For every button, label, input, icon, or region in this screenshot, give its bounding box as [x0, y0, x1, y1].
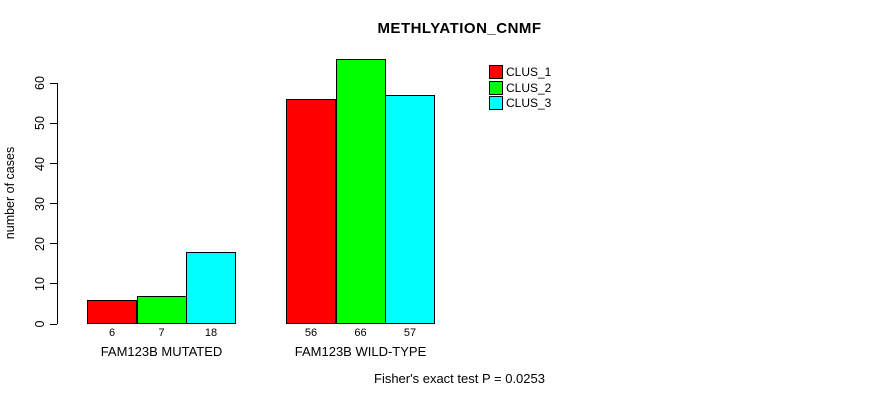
- bar-clus_3-group1: [186, 251, 236, 324]
- stat-annotation: Fisher's exact test P = 0.0253: [374, 371, 545, 386]
- y-tick-mark: [50, 323, 57, 325]
- bar-value-label: 66: [354, 327, 367, 339]
- legend-swatch-icon: [489, 65, 503, 79]
- legend-label: CLUS_2: [506, 80, 552, 95]
- y-tick-label: 10: [33, 276, 47, 291]
- group-label-2: FAM123B WILD-TYPE: [294, 344, 427, 359]
- y-axis-line: [57, 83, 58, 324]
- group-label-1: FAM123B MUTATED: [100, 344, 223, 359]
- legend: CLUS_1 CLUS_2 CLUS_3: [489, 65, 551, 112]
- bar-clus_1-group2: [286, 99, 336, 324]
- y-tick-label: 60: [33, 76, 47, 91]
- legend-swatch-icon: [489, 96, 503, 110]
- legend-entry-clus_2: CLUS_2: [489, 80, 552, 95]
- bar-value-label: 57: [403, 327, 417, 339]
- legend-label: CLUS_1: [506, 65, 552, 79]
- y-axis-label: number of cases: [3, 146, 17, 240]
- y-tick-label: 30: [33, 196, 47, 211]
- bar-value-label: 18: [204, 327, 218, 339]
- y-tick-mark: [50, 163, 57, 165]
- bar-value-label: 7: [158, 327, 165, 339]
- y-tick-mark: [50, 82, 57, 84]
- bar-clus_3-group2: [385, 95, 435, 324]
- y-tick-mark: [50, 243, 57, 245]
- bar-clus_1-group1: [87, 299, 137, 324]
- y-tick-label: 40: [33, 156, 47, 171]
- legend-entry-clus_3: CLUS_3: [489, 96, 551, 110]
- y-tick-label: 0: [33, 320, 47, 328]
- bar-clus_2-group2: [335, 59, 386, 324]
- legend-entry-clus_1: CLUS_1: [489, 65, 551, 79]
- y-tick-mark: [50, 122, 57, 124]
- y-tick-mark: [50, 283, 57, 285]
- y-tick-label: 50: [33, 116, 47, 131]
- legend-label: CLUS_3: [506, 96, 552, 110]
- bar-clus_2-group1: [136, 295, 187, 324]
- legend-swatch-icon: [489, 80, 503, 95]
- y-tick-label: 20: [33, 236, 47, 251]
- bar-value-label: 6: [108, 327, 116, 339]
- chart-title: METHLYATION_CNMF: [377, 20, 542, 37]
- bar-value-label: 56: [304, 327, 318, 339]
- y-tick-mark: [50, 203, 57, 205]
